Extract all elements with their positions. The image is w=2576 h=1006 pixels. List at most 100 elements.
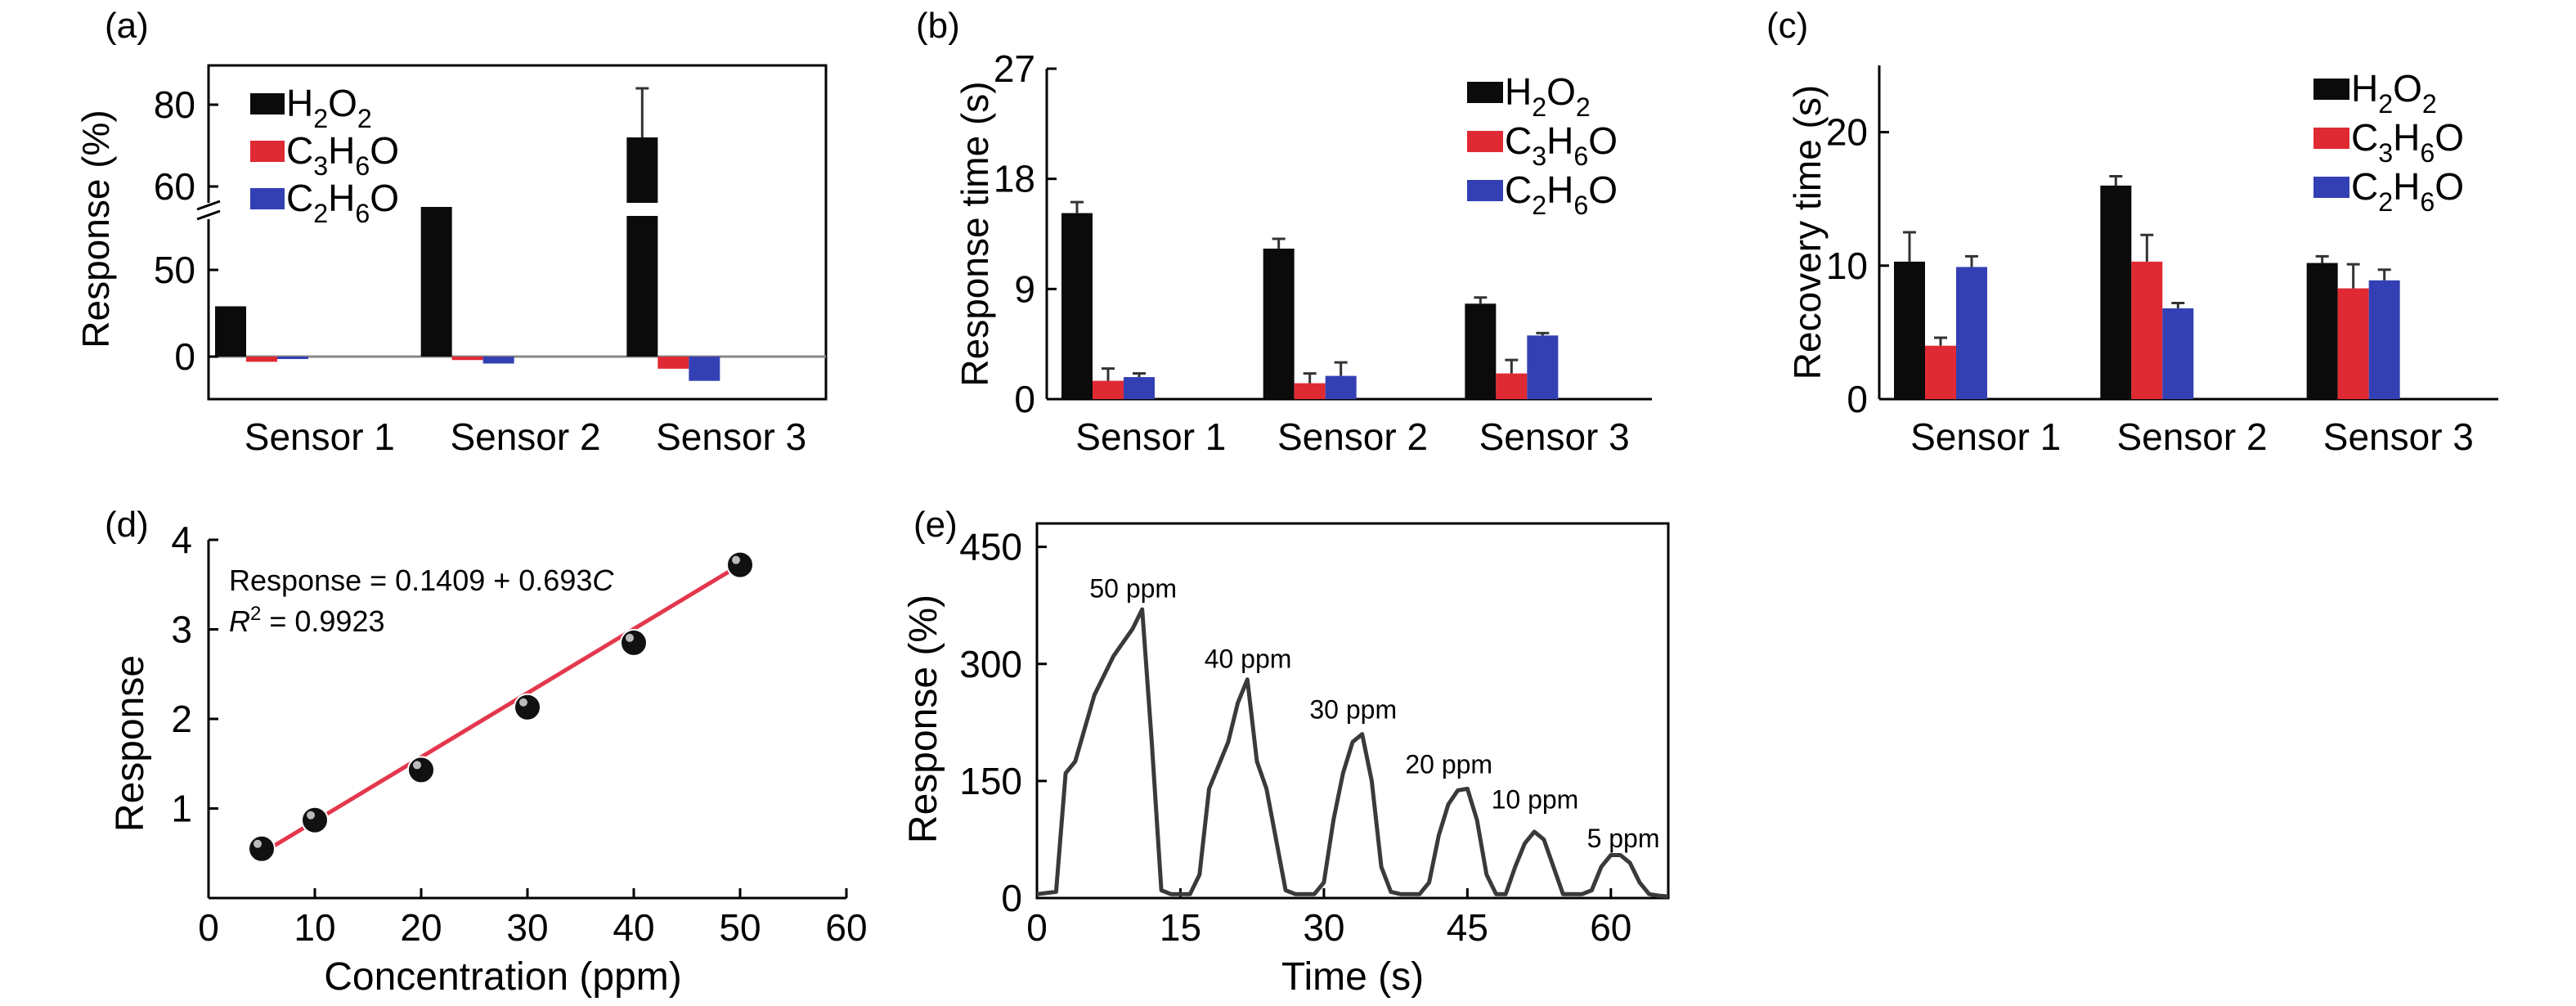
data-point-highlight bbox=[732, 555, 740, 564]
legend-label-c3h6o-label_sub2: 6 bbox=[2420, 138, 2435, 168]
x-tick-label: 60 bbox=[825, 906, 867, 949]
y-tick-label: 1 bbox=[171, 788, 192, 830]
legend-label-c3h6o-label_base: C bbox=[1505, 119, 1532, 162]
bar-h2o2-1 bbox=[215, 306, 246, 357]
data-point-highlight bbox=[307, 811, 315, 820]
data-point-highlight bbox=[626, 633, 634, 642]
bar-h2o2-2 bbox=[420, 207, 452, 357]
legend-label-c2h6o: C2H6O bbox=[1505, 168, 1618, 220]
fit-line bbox=[260, 563, 742, 856]
x-tick-label: 0 bbox=[1026, 906, 1048, 949]
legend-label-c3h6o-label_base: C bbox=[2351, 116, 2378, 159]
y-axis-label: Response bbox=[109, 655, 152, 832]
r-squared-sup: 2 bbox=[250, 603, 261, 625]
legend-swatch-c2h6o bbox=[250, 188, 285, 209]
data-point bbox=[620, 628, 648, 657]
bar-c3h6o-2 bbox=[451, 357, 483, 361]
bar-c3h6o-3 bbox=[1496, 373, 1528, 399]
legend-swatch-c2h6o bbox=[2313, 177, 2349, 198]
concentration-annotation: 20 ppm bbox=[1405, 749, 1492, 779]
bar-c2h6o-3 bbox=[2368, 280, 2400, 399]
legend-swatch-h2o2 bbox=[250, 93, 285, 115]
bar-h2o2-1 bbox=[1894, 261, 1925, 399]
concentration-annotation: 10 ppm bbox=[1492, 784, 1579, 814]
bar-break-gap bbox=[625, 203, 660, 216]
legend-label-c3h6o-label_sub1: 3 bbox=[2378, 138, 2393, 168]
legend-swatch-h2o2 bbox=[1467, 82, 1503, 103]
legend-label-c2h6o-label_mid: H bbox=[2393, 165, 2420, 208]
fit-equation-text: Response = 0.1409 + 0.693 bbox=[229, 564, 592, 597]
x-tick-label: 50 bbox=[719, 906, 761, 949]
y-tick-label: 4 bbox=[171, 519, 192, 561]
y-axis-label: Response (%) bbox=[902, 595, 945, 843]
legend-label-c2h6o-label_sub2: 6 bbox=[1573, 191, 1588, 220]
panel-e: (e) 0 15 30 45 60 0 150 300 450 50 ppm 40 ppm 30 ppm… bbox=[902, 505, 1670, 999]
bar-c3h6o-1 bbox=[246, 357, 277, 362]
concentration-annotation: 40 ppm bbox=[1205, 644, 1292, 674]
concentration-annotation: 50 ppm bbox=[1089, 574, 1177, 604]
legend-swatch-c3h6o bbox=[2313, 128, 2349, 149]
plot-frame bbox=[1035, 522, 1670, 900]
y-tick-label: 300 bbox=[959, 643, 1022, 685]
bar-c3h6o-1 bbox=[1925, 345, 1956, 399]
bar-c2h6o-3 bbox=[1527, 335, 1559, 399]
legend-label-c3h6o-label_end: O bbox=[2435, 116, 2464, 159]
legend-label-c2h6o-label_end: O bbox=[2435, 165, 2464, 208]
legend-label-c3h6o-label_mid: H bbox=[328, 129, 355, 172]
x-category-label: Sensor 1 bbox=[245, 415, 395, 458]
y-axis-label: Response time (s) bbox=[954, 81, 996, 386]
legend-label-c2h6o-label_sub2: 6 bbox=[355, 199, 370, 228]
y-tick-label: 3 bbox=[171, 609, 192, 651]
y-axis-label: Response (%) bbox=[74, 110, 117, 348]
y-tick-label: 0 bbox=[1847, 378, 1868, 420]
panel-b: (b) 0 9 18 27 Sensor 1 Sensor 2 Sensor 3 Respons… bbox=[916, 6, 1652, 458]
bar-c2h6o-2 bbox=[1325, 375, 1357, 399]
axis-break-mark bbox=[196, 200, 221, 211]
legend-label-c2h6o-label_base: C bbox=[286, 177, 313, 219]
legend-label-c2h6o-label_mid: H bbox=[1546, 168, 1573, 211]
legend-label-c2h6o-label_end: O bbox=[1588, 168, 1618, 211]
panel-label: (e) bbox=[913, 505, 958, 545]
response-trace bbox=[1036, 607, 1669, 899]
y-tick-label: 27 bbox=[994, 47, 1035, 90]
x-tick-label: 45 bbox=[1447, 906, 1488, 949]
y-tick-label: 50 bbox=[154, 249, 195, 291]
panel-label: (c) bbox=[1766, 6, 1808, 46]
y-tick-label: 9 bbox=[1014, 267, 1035, 310]
y-tick-label: 2 bbox=[171, 698, 192, 740]
bar-c3h6o-3 bbox=[657, 357, 689, 369]
bar-h2o2-3 bbox=[2306, 263, 2338, 399]
legend-label-h2o2-label_sub2: 2 bbox=[1576, 92, 1591, 122]
legend-label-c3h6o-label_mid: H bbox=[1546, 119, 1573, 162]
legend-label-c3h6o-label_end: O bbox=[370, 129, 399, 172]
legend-swatch-c3h6o bbox=[250, 141, 285, 162]
panel-c: (c) 0 10 20 Sensor 1 Sensor 2 Sensor 3 Recovery… bbox=[1766, 6, 2498, 458]
legend-label-h2o2-label_sub2: 2 bbox=[357, 104, 372, 133]
y-tick-label: 18 bbox=[994, 158, 1035, 200]
x-category-label: Sensor 2 bbox=[450, 415, 600, 458]
x-category-label: Sensor 3 bbox=[656, 415, 806, 458]
data-point-highlight bbox=[413, 761, 421, 770]
y-tick-label: 10 bbox=[1826, 245, 1868, 287]
panel-d: (d) 0 10 20 30 40 50 60 1 2 3 4 Response = 0.1409 + … bbox=[105, 505, 868, 999]
bar-c2h6o-3 bbox=[689, 357, 720, 381]
concentration-annotation: 5 ppm bbox=[1587, 824, 1660, 853]
x-category-label: Sensor 2 bbox=[2116, 415, 2267, 458]
x-category-label: Sensor 3 bbox=[2323, 415, 2474, 458]
legend-label-c3h6o-label_end: O bbox=[1588, 119, 1618, 162]
legend-label-c3h6o-label_sub2: 6 bbox=[1573, 141, 1588, 171]
legend-label-c2h6o: C2H6O bbox=[286, 177, 399, 228]
legend-label-c3h6o-label_sub1: 3 bbox=[313, 151, 328, 181]
y-tick-label: 0 bbox=[174, 335, 195, 378]
x-tick-label: 30 bbox=[506, 906, 548, 949]
y-tick-label: 0 bbox=[1001, 877, 1022, 919]
axis-break-mark bbox=[196, 209, 221, 221]
x-tick-label: 0 bbox=[198, 906, 219, 949]
concentration-annotation: 30 ppm bbox=[1309, 695, 1397, 725]
bar-c3h6o-2 bbox=[1294, 383, 1326, 399]
legend-label-c2h6o-label_end: O bbox=[370, 177, 399, 219]
x-axis-label: Time (s) bbox=[1281, 955, 1424, 999]
legend-label-c3h6o: C3H6O bbox=[1505, 119, 1618, 171]
panel-label: (b) bbox=[916, 6, 960, 46]
